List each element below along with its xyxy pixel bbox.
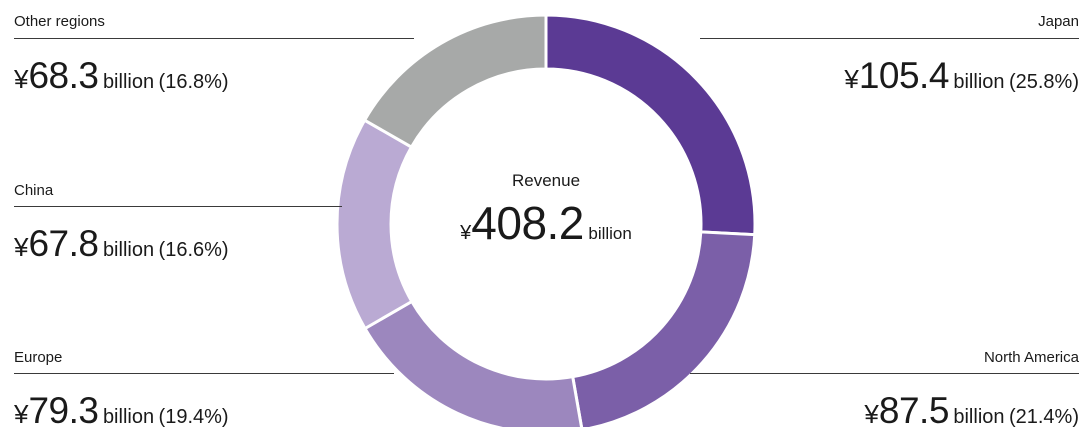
label-japan: Japan (1038, 13, 1079, 30)
value-europe: ¥79.3 billion (19.4%) (14, 390, 229, 431)
rule-europe (14, 373, 394, 374)
rule-japan (700, 38, 1079, 39)
slice-china (335, 118, 414, 331)
label-other-regions: Other regions (14, 13, 105, 30)
rule-north-america (690, 373, 1079, 374)
value-north-america: ¥87.5 billion (21.4%) (864, 390, 1079, 431)
value-other-regions: ¥68.3 billion (16.8%) (14, 55, 229, 96)
label-europe: Europe (14, 349, 63, 366)
slice-europe (362, 299, 584, 427)
rule-other-regions (14, 38, 414, 39)
center-title: Revenue (511, 171, 581, 190)
center-value: ¥408.2 billion (460, 197, 632, 249)
value-japan: ¥105.4 billion (25.8%) (844, 55, 1079, 96)
rule-china (14, 206, 342, 207)
label-china: China (14, 182, 54, 199)
slice-other-regions (362, 13, 548, 150)
slice-north-america (570, 230, 757, 427)
center-total: Revenue ¥408.2 billion (402, 170, 690, 250)
value-china: ¥67.8 billion (16.6%) (14, 223, 229, 264)
donut-chart (335, 13, 757, 427)
label-north-america: North America (983, 349, 1079, 366)
